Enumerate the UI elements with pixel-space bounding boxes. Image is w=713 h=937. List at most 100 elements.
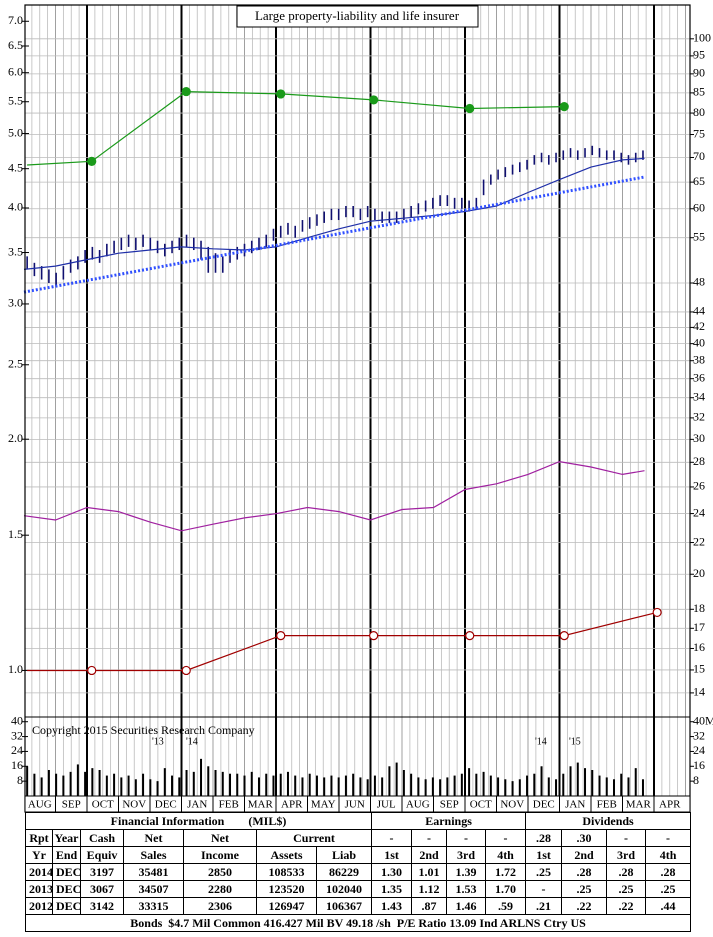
volume-bar <box>504 779 507 796</box>
y2-tick-label: 48 <box>693 275 705 289</box>
volume-y2-tick-label: 16 <box>693 758 705 772</box>
table-cell: .28 <box>645 863 692 881</box>
volume-bar <box>584 768 587 796</box>
header-cell: 3rd <box>446 846 487 864</box>
month-label: OCT <box>470 799 492 811</box>
y2-tick-label: 17 <box>693 620 705 634</box>
month-label: OCT <box>92 799 114 811</box>
volume-bar <box>98 770 101 796</box>
header-cell: Rpt <box>25 829 53 847</box>
volume-bar <box>113 773 116 796</box>
volume-bar <box>207 766 210 796</box>
volume-bar <box>468 768 471 796</box>
y-tick-label: 5.5 <box>8 93 23 107</box>
y2-tick-label: 38 <box>693 352 705 366</box>
header-cell: 4th <box>485 846 527 864</box>
volume-bar <box>105 775 108 796</box>
series-line <box>27 90 565 166</box>
volume-tick-label: 32 <box>11 728 23 742</box>
volume-bar <box>627 777 630 796</box>
volume-bar <box>286 771 289 796</box>
header-cell: 2nd <box>561 846 608 864</box>
volume-bar <box>294 775 297 796</box>
volume-bar <box>460 773 463 796</box>
y-tick-label: 6.0 <box>8 64 23 78</box>
volume-bar <box>337 777 340 796</box>
header-cell: 1st <box>371 846 413 864</box>
table-title-row: Financial Information (MIL$) Earnings Divid… <box>24 812 692 830</box>
volume-tick-label: 8 <box>17 773 23 787</box>
month-label: JUL <box>377 799 396 811</box>
header-cell: - <box>606 829 647 847</box>
volume-bar <box>185 770 188 796</box>
y2-tick-label: 44 <box>693 304 705 318</box>
volume-tick-label: 40 <box>11 713 23 727</box>
volume-bar <box>591 770 594 796</box>
volume-y2-tick-label: 24 <box>693 743 705 757</box>
header-cell: 4th <box>645 846 692 864</box>
year-label: '13 <box>152 736 164 747</box>
earnings-title: Earnings <box>371 812 527 830</box>
header-cell: - <box>446 829 487 847</box>
series-marker <box>181 665 191 676</box>
header-cell: - <box>371 829 413 847</box>
volume-bar <box>352 773 355 796</box>
header-cell: Year <box>52 829 81 847</box>
table-row: 2013 DEC 3067 34507 2280 123520 102040 1.35 1.12… <box>25 880 692 898</box>
y2-tick-label: 65 <box>693 174 705 188</box>
y2-tick-label: 30 <box>693 431 705 445</box>
table-title: Financial Information <box>110 813 225 828</box>
table-cell: 1.01 <box>411 863 448 881</box>
volume-bar <box>439 779 442 796</box>
month-label: SEP <box>440 799 459 811</box>
table-cell: 2280 <box>183 880 257 898</box>
volume-bar <box>526 775 529 796</box>
volume-tick-label: 16 <box>11 758 23 772</box>
y2-tick-label: 22 <box>693 534 705 548</box>
table-cell: 1.35 <box>371 880 413 898</box>
series-marker <box>181 86 191 97</box>
y-tick-label: 2.5 <box>8 357 23 371</box>
volume-bar <box>641 779 644 796</box>
volume-bar <box>482 771 485 796</box>
table-cell: 106367 <box>315 897 373 915</box>
y-tick-label: 1.5 <box>8 527 23 541</box>
table-cell: .87 <box>411 897 448 915</box>
month-label: NOV <box>500 799 524 811</box>
y2-tick-label: 42 <box>693 319 705 333</box>
header-cell: .28 <box>525 829 563 847</box>
volume-bar <box>127 775 130 796</box>
volume-bar <box>388 766 391 796</box>
frame <box>24 4 691 813</box>
volume-bar <box>344 775 347 796</box>
volume-bar <box>417 777 420 796</box>
volume-bar <box>221 771 224 796</box>
volume-bar <box>250 771 253 796</box>
volume-bar <box>33 773 36 796</box>
series-marker <box>87 665 97 676</box>
volume-bar <box>69 771 72 796</box>
series-marker <box>652 607 662 618</box>
table-footer-row: Bonds $4.7 Mil Common 416.427 Mil BV 49.… <box>24 914 692 932</box>
year-label: '15 <box>569 736 581 747</box>
series-marker <box>559 631 569 641</box>
month-label: AUG <box>406 799 430 811</box>
y2-tick-label: 36 <box>693 370 705 384</box>
y2-tick-label: 20 <box>693 566 705 580</box>
header-cell: - <box>411 829 448 847</box>
table-header-row: Rpt Year Cash Net Net Current - - - - .28.30- - <box>25 829 692 847</box>
y-tick-label: 4.5 <box>8 160 23 174</box>
volume-bar <box>163 768 166 796</box>
header-cell: Current <box>255 829 373 847</box>
month-label: APR <box>281 799 303 811</box>
table-cell: 3142 <box>80 897 124 915</box>
volume-bar <box>511 781 514 796</box>
table-cell: .22 <box>606 897 647 915</box>
month-label: FEB <box>219 799 239 811</box>
volume-bar <box>540 766 543 796</box>
header-cell: End <box>52 846 81 864</box>
volume-bar <box>272 775 275 796</box>
volume-bar <box>149 779 152 796</box>
y-tick-label: 1.0 <box>8 662 23 676</box>
y-tick-label: 5.0 <box>8 125 23 139</box>
